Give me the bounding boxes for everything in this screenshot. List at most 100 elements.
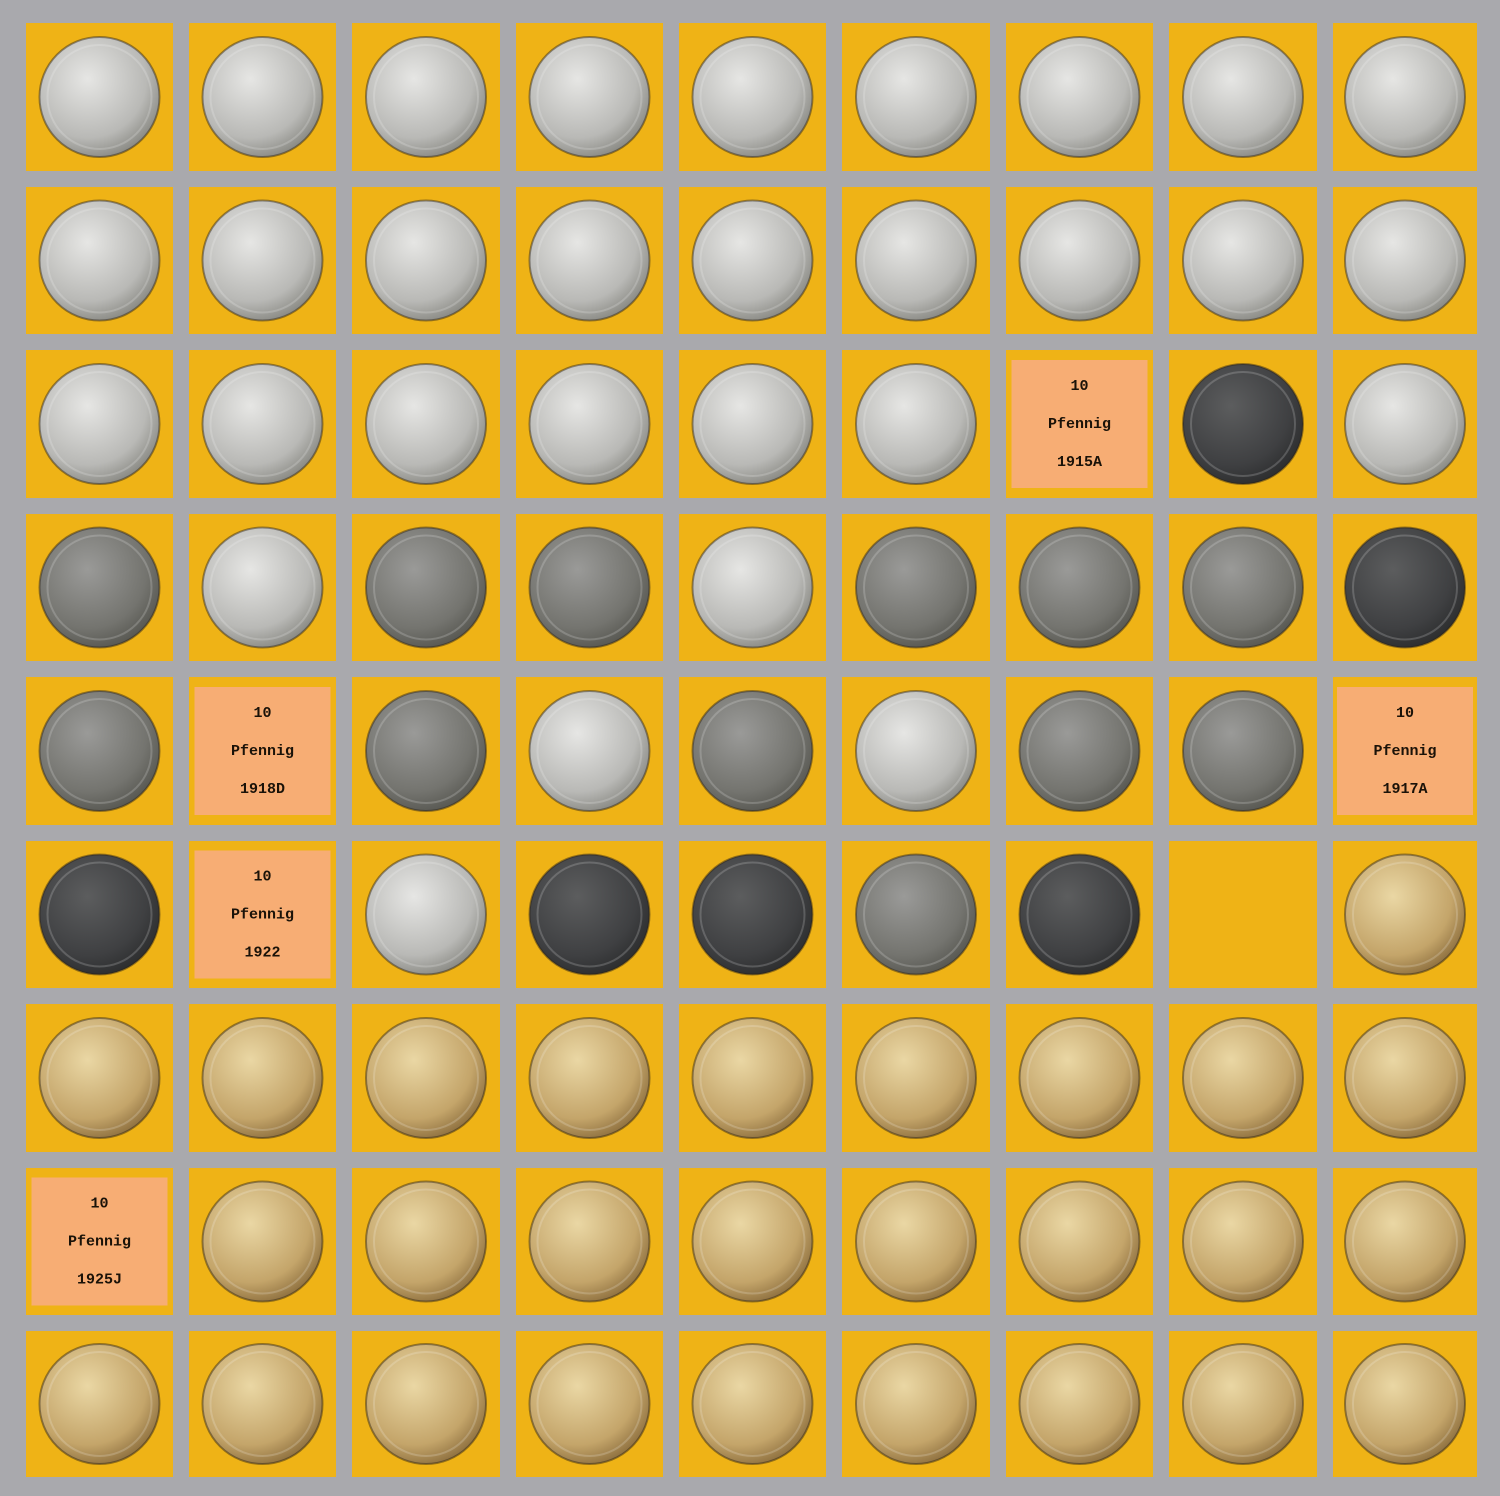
coin-rim bbox=[536, 207, 643, 314]
coin bbox=[1182, 690, 1304, 812]
coin bbox=[855, 1180, 977, 1303]
label-year: 1922 bbox=[244, 944, 280, 961]
coin-rim bbox=[699, 698, 806, 804]
coin-rim bbox=[536, 534, 643, 641]
coin bbox=[855, 199, 977, 322]
coin bbox=[38, 363, 161, 485]
coin-rim bbox=[1190, 207, 1296, 314]
coin-rim bbox=[1190, 1025, 1296, 1131]
coin-rim bbox=[1026, 44, 1133, 150]
coin bbox=[1018, 853, 1141, 976]
label-year: 1918D bbox=[240, 781, 285, 798]
coin-rim bbox=[1190, 371, 1296, 477]
coin-rim bbox=[536, 698, 643, 804]
coin bbox=[365, 363, 487, 485]
coin bbox=[365, 36, 487, 158]
coin-rim bbox=[373, 861, 479, 968]
coin-rim bbox=[373, 207, 479, 314]
coin bbox=[1344, 36, 1466, 158]
label-unit: Pfennig bbox=[68, 1233, 131, 1250]
label-unit: Pfennig bbox=[1048, 416, 1111, 433]
coin bbox=[855, 1017, 977, 1139]
coin-rim bbox=[1026, 1351, 1133, 1457]
coin-rim bbox=[699, 1025, 806, 1131]
coin bbox=[1344, 853, 1466, 976]
coin bbox=[1018, 1343, 1141, 1465]
coin-rim bbox=[863, 698, 969, 804]
coin-rim bbox=[1352, 534, 1458, 641]
coin bbox=[528, 1180, 651, 1303]
coin bbox=[691, 363, 814, 485]
coin bbox=[528, 363, 651, 485]
coin bbox=[528, 853, 651, 976]
coin-rim bbox=[46, 1351, 153, 1457]
coin bbox=[1182, 1343, 1304, 1465]
coin-rim bbox=[373, 698, 479, 804]
label-denomination: 10 bbox=[1070, 378, 1088, 395]
coin-rim bbox=[1190, 1188, 1296, 1295]
coin-rim bbox=[46, 371, 153, 477]
coin bbox=[1344, 363, 1466, 485]
coin bbox=[1182, 36, 1304, 158]
coin-rim bbox=[699, 207, 806, 314]
coin bbox=[365, 690, 487, 812]
coin-rim bbox=[1190, 698, 1296, 804]
coin-rim bbox=[1026, 534, 1133, 641]
coin-rim bbox=[373, 371, 479, 477]
coin bbox=[691, 526, 814, 649]
coin bbox=[1344, 526, 1466, 649]
coin-rim bbox=[209, 1351, 316, 1457]
coin-rim bbox=[373, 44, 479, 150]
coin bbox=[1344, 1180, 1466, 1303]
coin-rim bbox=[209, 207, 316, 314]
coin-rim bbox=[536, 861, 643, 968]
coin bbox=[201, 1343, 324, 1465]
coin-rim bbox=[1190, 1351, 1296, 1457]
coin bbox=[691, 1017, 814, 1139]
label-denomination: 10 bbox=[253, 705, 271, 722]
label-unit: Pfennig bbox=[231, 743, 294, 760]
label-denomination: 10 bbox=[90, 1195, 108, 1212]
coin-rim bbox=[46, 534, 153, 641]
coin-rim bbox=[863, 534, 969, 641]
coin-rim bbox=[1352, 207, 1458, 314]
coin bbox=[1344, 1343, 1466, 1465]
coin bbox=[855, 1343, 977, 1465]
coin-rim bbox=[373, 1025, 479, 1131]
coin-rim bbox=[1026, 1188, 1133, 1295]
coin bbox=[691, 199, 814, 322]
coin bbox=[365, 1017, 487, 1139]
coin bbox=[201, 36, 324, 158]
coin-rim bbox=[46, 698, 153, 804]
coin-rim bbox=[209, 371, 316, 477]
coin-label bbox=[31, 1177, 168, 1306]
coin-label bbox=[1337, 687, 1473, 815]
label-year: 1925J bbox=[77, 1271, 122, 1288]
coin bbox=[1182, 363, 1304, 485]
coin bbox=[38, 853, 161, 976]
coin bbox=[201, 363, 324, 485]
coin bbox=[201, 199, 324, 322]
coin-rim bbox=[46, 44, 153, 150]
coin bbox=[691, 690, 814, 812]
coin-rim bbox=[699, 371, 806, 477]
coin bbox=[1182, 199, 1304, 322]
coin bbox=[365, 1343, 487, 1465]
coin bbox=[38, 690, 161, 812]
coin-rim bbox=[1026, 698, 1133, 804]
coin bbox=[201, 526, 324, 649]
coin bbox=[38, 1343, 161, 1465]
coin-rim bbox=[209, 44, 316, 150]
coin bbox=[38, 1017, 161, 1139]
coin bbox=[691, 1343, 814, 1465]
coin-rim bbox=[1352, 371, 1458, 477]
coin-rim bbox=[863, 44, 969, 150]
coin-rim bbox=[699, 1188, 806, 1295]
coin bbox=[365, 199, 487, 322]
coin bbox=[691, 853, 814, 976]
coin-rim bbox=[863, 371, 969, 477]
coin-rim bbox=[1190, 44, 1296, 150]
coin-rim bbox=[536, 1188, 643, 1295]
coin bbox=[1182, 1180, 1304, 1303]
coin-rim bbox=[863, 207, 969, 314]
